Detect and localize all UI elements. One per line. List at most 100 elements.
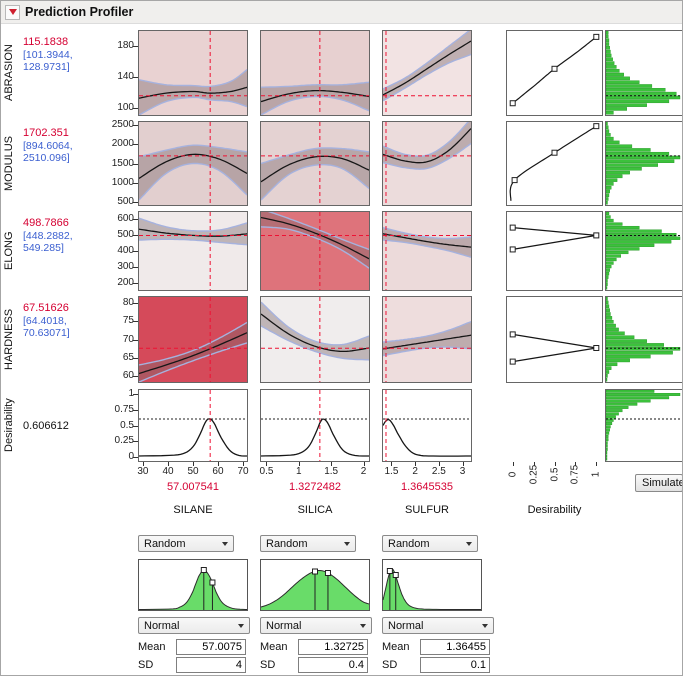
distribution-dropdown-silica-label: Normal <box>266 619 302 632</box>
x-tick-mark <box>415 462 417 466</box>
profile-cell-elong-silane[interactable] <box>138 211 248 291</box>
factor-density-plot-sulfur[interactable] <box>382 559 482 611</box>
profile-cell-abrasion-silica[interactable] <box>260 30 370 116</box>
factor-name-sulfur: SULFUR <box>404 504 449 516</box>
desirability-trace-elong[interactable] <box>506 211 603 291</box>
factor-current-value-sulfur[interactable]: 1.3645535 <box>401 481 453 493</box>
profile-cell-elong-silica[interactable] <box>260 211 370 291</box>
titlebar: Prediction Profiler <box>1 1 682 24</box>
mean-label: Mean <box>260 641 288 653</box>
x-tick-mark <box>596 462 598 466</box>
response-value: 115.1838 <box>23 36 69 48</box>
desirability-trace-modulus[interactable] <box>506 121 603 206</box>
y-tick-mark <box>133 124 138 126</box>
mean-input-silane[interactable] <box>176 639 246 655</box>
profile-cell-elong-sulfur[interactable] <box>382 211 472 291</box>
sd-label: SD <box>260 659 276 671</box>
response-ci-low: [64.4018, <box>23 315 67 327</box>
y-tick-label: 140 <box>117 70 134 82</box>
y-tick-label: 2500 <box>111 118 134 130</box>
mean-input-silica[interactable] <box>298 639 368 655</box>
profile-cell-desirability-sulfur[interactable] <box>382 389 472 462</box>
factor-density-plot-silica[interactable] <box>260 559 370 611</box>
sd-input-sulfur[interactable] <box>420 657 490 673</box>
response-value: 67.51626 <box>23 302 69 314</box>
y-tick-mark <box>133 45 138 47</box>
random-dropdown-silane[interactable]: Random <box>138 535 234 552</box>
profile-cell-desirability-silane[interactable] <box>138 389 248 462</box>
x-tick-mark <box>298 462 300 466</box>
profile-cell-abrasion-sulfur[interactable] <box>382 30 472 116</box>
profile-cell-hardness-silica[interactable] <box>260 296 370 383</box>
sd-input-silane[interactable] <box>176 657 246 673</box>
simulation-histogram-modulus <box>605 121 682 206</box>
profile-cell-modulus-silane[interactable] <box>138 121 248 206</box>
response-name-modulus: MODULUS <box>3 136 15 192</box>
mean-label: Mean <box>382 641 410 653</box>
response-ci-low: [894.6064, <box>23 140 73 152</box>
x-tick-mark <box>391 462 393 466</box>
y-tick-label: 0 <box>128 450 134 462</box>
x-tick-mark <box>331 462 333 466</box>
simulation-histogram-desirability <box>605 389 682 462</box>
sd-input-silica[interactable] <box>298 657 368 673</box>
y-tick-label: 60 <box>122 369 134 381</box>
y-tick-mark <box>133 441 138 443</box>
profile-cell-hardness-sulfur[interactable] <box>382 296 472 383</box>
x-tick-label: 70 <box>237 466 249 477</box>
y-tick-label: 300 <box>117 261 134 272</box>
y-tick-label: 70 <box>122 333 134 345</box>
y-tick-mark <box>133 425 138 427</box>
x-tick-label: 0.5 <box>259 466 274 477</box>
response-value: 1702.351 <box>23 127 69 139</box>
profile-cell-modulus-silica[interactable] <box>260 121 370 206</box>
simulate-button[interactable]: Simulate <box>635 474 682 492</box>
x-tick-mark <box>438 462 440 466</box>
desirability-trace-abrasion[interactable] <box>506 30 603 116</box>
profile-cell-hardness-silane[interactable] <box>138 296 248 383</box>
chevron-down-icon <box>222 541 228 546</box>
mean-input-sulfur[interactable] <box>420 639 490 655</box>
mean-label: Mean <box>138 641 166 653</box>
x-tick-mark <box>512 462 514 466</box>
profile-cell-modulus-sulfur[interactable] <box>382 121 472 206</box>
distribution-dropdown-sulfur-label: Normal <box>388 619 424 632</box>
chevron-down-icon <box>238 623 244 628</box>
factor-density-plot-silane[interactable] <box>138 559 248 611</box>
y-tick-label: 400 <box>117 245 134 256</box>
distribution-dropdown-sulfur[interactable]: Normal <box>382 617 494 634</box>
y-tick-label: 600 <box>117 213 134 224</box>
factor-current-value-silica[interactable]: 1.3272482 <box>289 481 341 493</box>
distribution-dropdown-silica[interactable]: Normal <box>260 617 372 634</box>
x-tick-label: 2 <box>412 466 418 477</box>
chevron-down-icon <box>482 623 488 628</box>
x-tick-label: 50 <box>187 466 199 477</box>
y-tick-mark <box>133 76 138 78</box>
profile-cell-desirability-silica[interactable] <box>260 389 370 462</box>
x-tick-mark <box>266 462 268 466</box>
disclosure-button[interactable] <box>5 4 20 20</box>
y-tick-label: 80 <box>122 297 134 309</box>
desirability-trace-hardness[interactable] <box>506 296 603 383</box>
factor-name-silane: SILANE <box>173 504 213 516</box>
y-tick-mark <box>133 202 138 204</box>
y-tick-mark <box>133 144 138 146</box>
factor-current-value-silane[interactable]: 57.007541 <box>167 481 219 493</box>
y-tick-mark <box>133 456 138 458</box>
x-tick-label: 2 <box>360 466 367 477</box>
random-dropdown-silica[interactable]: Random <box>260 535 356 552</box>
y-tick-label: 1 <box>128 388 134 400</box>
y-tick-mark <box>133 108 138 110</box>
y-tick-mark <box>133 251 138 252</box>
y-tick-mark <box>133 182 138 184</box>
x-tick-mark <box>575 462 577 466</box>
y-tick-label: 200 <box>117 277 134 288</box>
random-dropdown-sulfur[interactable]: Random <box>382 535 478 552</box>
desirability-value: 0.606612 <box>23 419 69 432</box>
x-tick-mark <box>554 462 556 466</box>
distribution-dropdown-silane[interactable]: Normal <box>138 617 250 634</box>
response-value: 498.7866 <box>23 217 69 229</box>
response-name-abrasion: ABRASION <box>3 44 15 102</box>
profile-cell-abrasion-silane[interactable] <box>138 30 248 116</box>
